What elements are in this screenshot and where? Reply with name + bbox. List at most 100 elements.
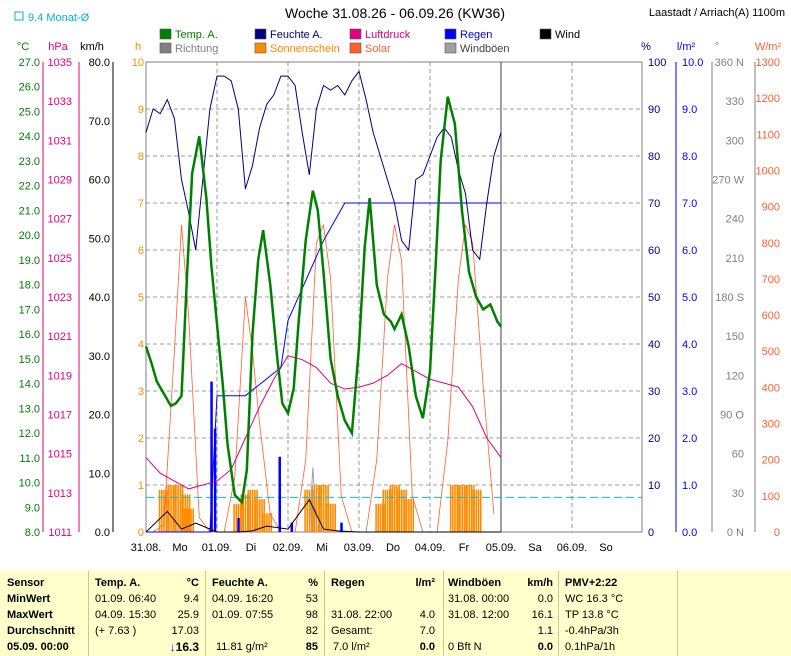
temp-min-time: 01.09. 06:40 <box>95 593 157 605</box>
sunshine-bar <box>160 489 163 532</box>
sunshine-bar <box>177 485 179 532</box>
sunshine-bar <box>185 508 188 532</box>
sunshine-bar <box>386 489 389 532</box>
humid-min-time: 04.09. 16:20 <box>212 593 274 605</box>
sunshine-bar <box>190 508 192 532</box>
pressure-tick-label: 1021 <box>48 331 72 343</box>
current-time-label: 05.09. 00:00 <box>7 641 69 653</box>
gust-unit: km/h <box>527 577 553 589</box>
gust-line <box>308 467 324 533</box>
humidity-unit: % <box>641 41 651 53</box>
sunshine-bar <box>244 494 247 532</box>
temp-tick-label: 8.0 <box>25 527 40 539</box>
sunshine-bar <box>259 499 261 532</box>
wind-tick-label: 60.0 <box>89 175 110 187</box>
temp-tick-label: 19.0 <box>19 255 40 267</box>
sunshine-bar <box>182 494 184 532</box>
solar-tick-label: 400 <box>762 382 780 394</box>
rain-week-total: 7.0 l/m² <box>333 641 370 653</box>
solar-tick-label: 1200 <box>756 93 780 105</box>
wind-tick-label: 10.0 <box>89 468 110 480</box>
gust-current-value: 0.0 <box>537 641 553 653</box>
sunshine-bar <box>163 489 165 532</box>
legend-swatch <box>254 42 267 54</box>
sunshine-tick-label: 2 <box>138 433 144 445</box>
sunshine-bar <box>180 494 182 532</box>
legend-label: Windböen <box>460 43 510 55</box>
sunshine-unit: h <box>135 41 141 53</box>
x-tick-label: Mi <box>316 542 328 554</box>
x-tick-label: 05.09. <box>486 542 517 554</box>
sunshine-bar <box>325 503 328 532</box>
sunshine-bar <box>320 485 323 532</box>
direction-tick-label: 150 <box>726 331 744 343</box>
sunshine-bar <box>449 485 452 532</box>
arrow-down-icon: ↓ <box>169 640 176 654</box>
humid-header: Feuchte A. <box>212 577 268 589</box>
rain-total-label: Gesamt: <box>331 625 373 637</box>
legend-swatch <box>539 28 552 40</box>
rain-tick-label: 7.0 <box>682 198 697 210</box>
direction-tick-label: 330 <box>726 96 744 108</box>
direction-tick-label: 210 <box>726 253 744 265</box>
rain-tick-label: 10.0 <box>682 57 703 69</box>
temp-tick-label: 23.0 <box>19 156 40 168</box>
humidity-tick-label: 90 <box>648 104 660 116</box>
direction-tick-label: 120 <box>726 370 744 382</box>
pressure-trend-1h: 0.1hPa/1h <box>565 641 616 653</box>
temp-current-value: 16.3 <box>175 640 199 654</box>
sunshine-bar <box>192 508 194 532</box>
solar-tick-label: 1000 <box>756 165 780 177</box>
direction-tick-label: 360 N <box>715 57 744 69</box>
legend-swatch <box>349 28 362 40</box>
temp-tick-label: 15.0 <box>19 354 40 366</box>
durchschnitt-label: Durchschnitt <box>7 625 75 637</box>
gust-min-value: 0.0 <box>537 593 553 605</box>
sunshine-bar <box>172 485 175 532</box>
direction-tick-label: 30 <box>732 488 744 500</box>
sunshine-bar <box>466 485 468 532</box>
sunshine-bar <box>313 485 316 532</box>
pressure-tick-label: 1027 <box>48 214 72 226</box>
pmv-header: PMV+2:22 <box>565 577 618 589</box>
legend-swatch <box>159 28 172 40</box>
sunshine-tick-label: 8 <box>138 151 144 163</box>
sunshine-bar <box>165 485 168 532</box>
sunshine-bar <box>311 485 313 532</box>
rain-tick-label: 1.0 <box>682 480 697 492</box>
direction-tick-label: 180 S <box>715 292 744 304</box>
gust-header: Windböen <box>448 577 502 589</box>
sunshine-bar <box>263 513 266 532</box>
legend-swatch <box>444 42 457 54</box>
temp-tick-label: 10.0 <box>19 478 40 490</box>
sunshine-bar <box>308 489 311 532</box>
wind-tick-label: 30.0 <box>89 351 110 363</box>
sunshine-bar <box>464 485 466 532</box>
sunshine-bar <box>233 503 235 532</box>
temp-tick-label: 24.0 <box>19 131 40 143</box>
humid-current-value: 85 <box>305 641 318 653</box>
solar-tick-label: 200 <box>762 455 780 467</box>
sunshine-bar <box>396 489 399 532</box>
pressure-tick-label: 1019 <box>48 370 72 382</box>
gust-avg-value: 1.1 <box>537 625 553 637</box>
temp-unit: °C <box>17 41 29 53</box>
pressure-tick-label: 1017 <box>48 410 72 422</box>
temp-max-time: 04.09. 15:30 <box>95 609 157 621</box>
sunshine-bar <box>251 489 254 532</box>
sunshine-tick-label: 9 <box>138 104 144 116</box>
sunshine-bar <box>412 499 415 532</box>
sunshine-bar <box>401 489 403 532</box>
x-tick-label: 04.09. <box>415 542 446 554</box>
humidity-tick-label: 80 <box>648 151 660 163</box>
legend-label: Solar <box>365 43 391 55</box>
solar-tick-label: 300 <box>762 419 780 431</box>
humid-max-value: 98 <box>305 609 318 621</box>
rain-tick-label: 8.0 <box>682 151 697 163</box>
temp-max-value: 25.9 <box>177 609 199 621</box>
solar-tick-label: 0 <box>774 527 780 539</box>
x-tick-label: So <box>599 542 612 554</box>
sunshine-bar <box>410 499 412 532</box>
sunshine-tick-label: 6 <box>138 245 144 257</box>
wind-tick-label: 70.0 <box>89 116 110 128</box>
